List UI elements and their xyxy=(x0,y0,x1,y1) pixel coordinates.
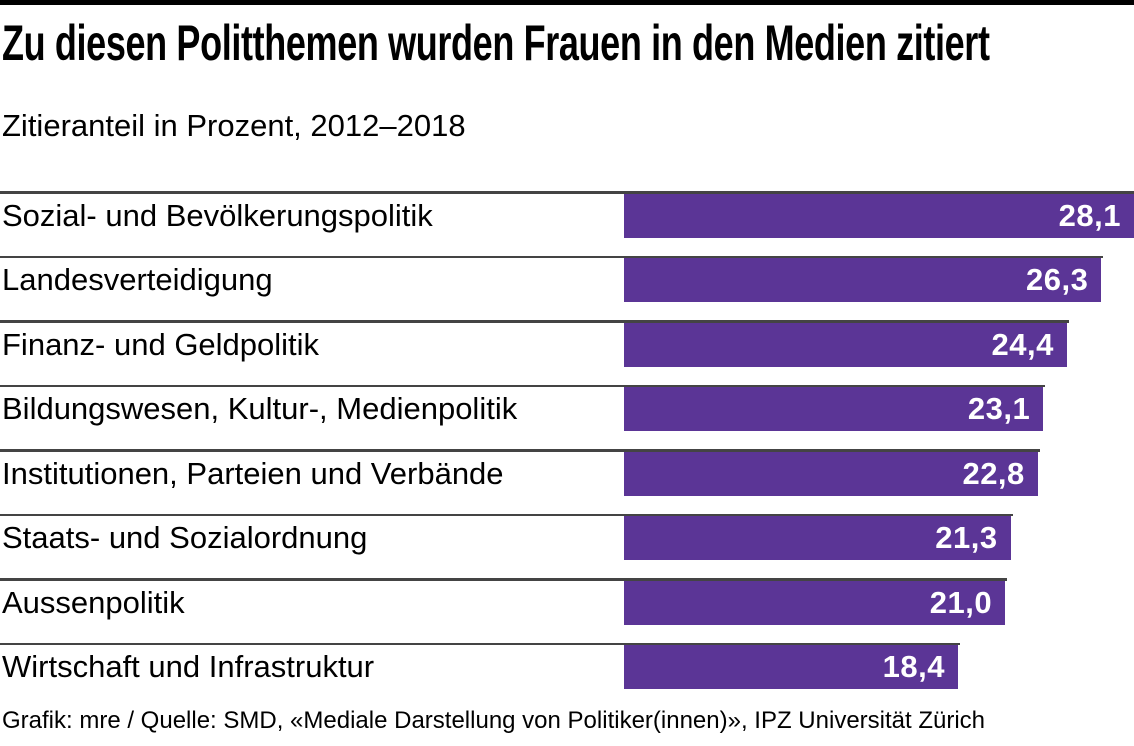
value-label: 21,3 xyxy=(935,520,998,555)
value-label: 18,4 xyxy=(882,649,945,684)
bar-row: Wirtschaft und Infrastruktur 18,4 xyxy=(0,642,1134,708)
bar: 26,3 xyxy=(624,258,1102,302)
category-label: Bildungswesen, Kultur-, Medienpolitik xyxy=(2,391,518,426)
bar: 24,4 xyxy=(624,322,1067,367)
bar: 23,1 xyxy=(624,387,1044,431)
category-label: Wirtschaft und Infrastruktur xyxy=(2,649,375,684)
category-label: Sozial- und Bevölkerungspolitik xyxy=(2,197,433,233)
bar: 21,3 xyxy=(624,516,1011,560)
source-credit: Grafik: mre / Quelle: SMD, «Mediale Dars… xyxy=(2,707,986,734)
value-label: 28,1 xyxy=(1058,197,1121,233)
bar-chart: Sozial- und Bevölkerungspolitik 28,1 Lan… xyxy=(0,191,1134,707)
row-separator xyxy=(0,320,1069,323)
row-separator xyxy=(0,384,1046,387)
value-label: 22,8 xyxy=(962,455,1025,491)
row-separator xyxy=(0,449,1040,452)
value-label: 23,1 xyxy=(967,391,1031,426)
bar-row: Bildungswesen, Kultur-, Medienpolitik 23… xyxy=(0,384,1134,450)
category-label: Staats- und Sozialordnung xyxy=(2,520,368,555)
category-label: Landesverteidigung xyxy=(2,262,273,297)
category-label: Aussenpolitik xyxy=(2,584,185,620)
row-separator xyxy=(0,255,1104,258)
row-separator xyxy=(0,513,1013,516)
bar: 22,8 xyxy=(624,451,1038,496)
row-separator xyxy=(0,191,1134,194)
bar-row: Staats- und Sozialordnung 21,3 xyxy=(0,513,1134,579)
bar-row: Institutionen, Parteien und Verbände 22,… xyxy=(0,449,1134,514)
bar-row: Sozial- und Bevölkerungspolitik 28,1 xyxy=(0,191,1134,256)
value-label: 26,3 xyxy=(1025,262,1089,297)
top-rule xyxy=(0,0,1134,5)
value-label: 21,0 xyxy=(929,584,993,620)
bar-row: Landesverteidigung 26,3 xyxy=(0,255,1134,321)
chart-subtitle: Zitieranteil in Prozent, 2012–2018 xyxy=(2,108,466,143)
bar: 28,1 xyxy=(624,193,1134,238)
chart-title: Zu diesen Politthemen wurden Frauen in d… xyxy=(2,15,990,71)
bar-row: Finanz- und Geldpolitik 24,4 xyxy=(0,320,1134,385)
bar: 18,4 xyxy=(624,645,958,689)
row-separator xyxy=(0,642,960,645)
category-label: Institutionen, Parteien und Verbände xyxy=(2,455,504,491)
row-separator xyxy=(0,578,1008,581)
category-label: Finanz- und Geldpolitik xyxy=(2,326,320,362)
bar-row: Aussenpolitik 21,0 xyxy=(0,578,1134,643)
value-label: 24,4 xyxy=(991,326,1054,362)
bar: 21,0 xyxy=(624,580,1006,625)
